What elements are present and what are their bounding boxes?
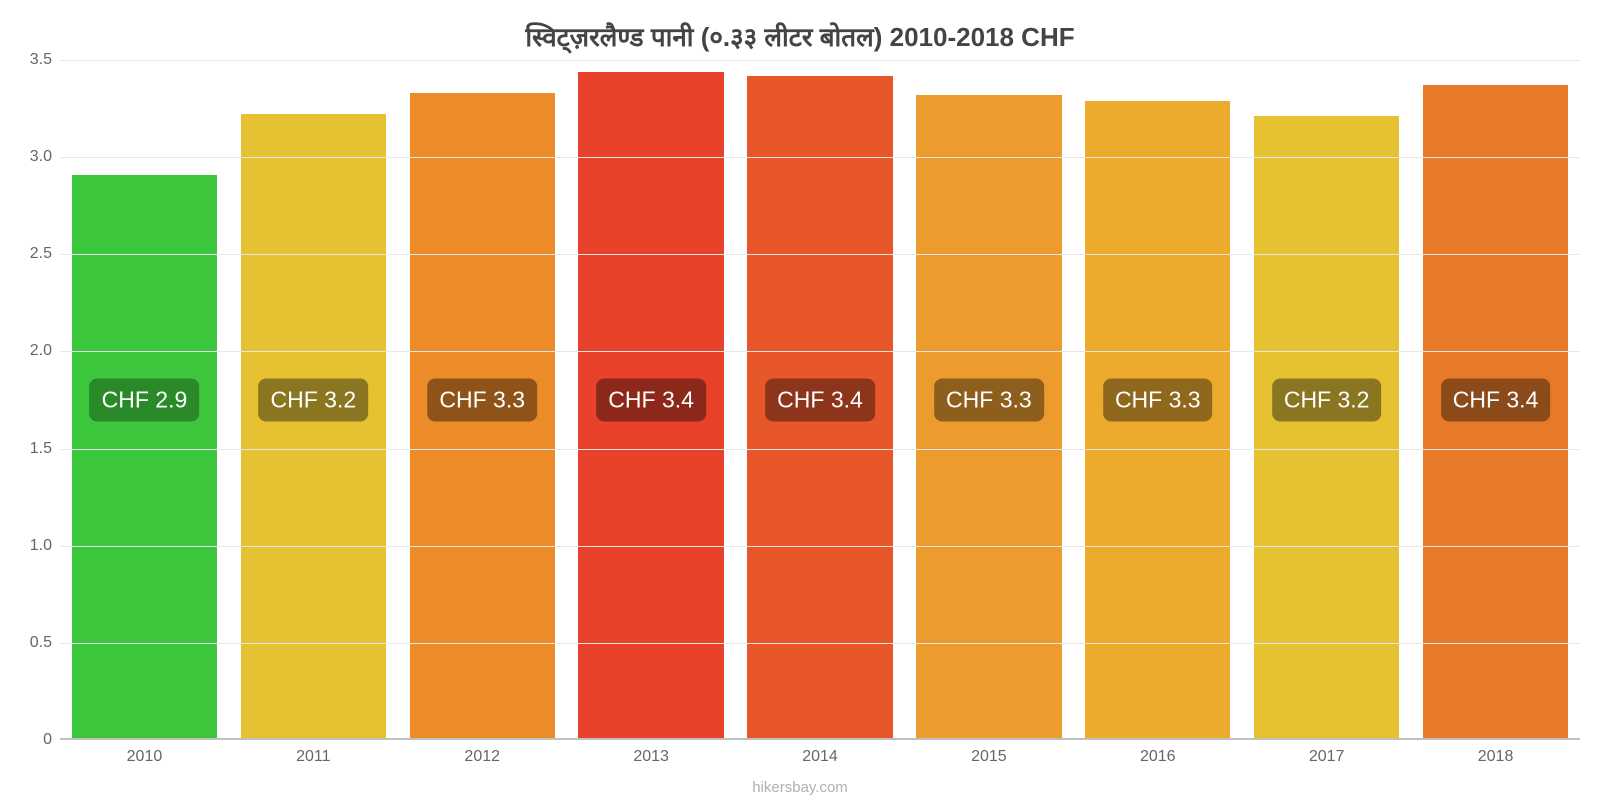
y-tick-label: 3.0	[30, 148, 52, 166]
x-tick-label: 2018	[1478, 748, 1514, 766]
bar[interactable]	[72, 175, 217, 740]
bar-value-label: CHF 2.9	[90, 379, 200, 422]
y-tick-label: 2.0	[30, 342, 52, 360]
bar[interactable]	[241, 114, 386, 740]
bar-value-label: CHF 3.3	[1103, 379, 1213, 422]
y-tick-label: 1.0	[30, 537, 52, 555]
y-tick-label: 0	[43, 731, 52, 749]
bar-value-label: CHF 3.4	[1441, 379, 1551, 422]
bar-value-label: CHF 3.2	[1272, 379, 1382, 422]
bar-value-label: CHF 3.3	[934, 379, 1044, 422]
bar[interactable]	[1254, 116, 1399, 740]
x-axis-baseline	[60, 738, 1580, 740]
x-tick-label: 2011	[296, 748, 330, 766]
bar-value-label: CHF 3.2	[259, 379, 369, 422]
bar-chart: स्विट्ज़रलैण्ड पानी (०.३३ लीटर बोतल) 201…	[0, 0, 1600, 800]
gridline	[60, 254, 1580, 255]
x-tick-label: 2010	[127, 748, 163, 766]
y-tick-label: 0.5	[30, 634, 52, 652]
bar-value-label: CHF 3.3	[427, 379, 537, 422]
gridline	[60, 546, 1580, 547]
x-tick-label: 2016	[1140, 748, 1176, 766]
bars-group: CHF 2.9 CHF 3.2 CHF 3.3 CHF 3.4 CHF 3.4 CHF 3…	[60, 60, 1580, 740]
y-tick-label: 3.5	[30, 51, 52, 69]
y-tick-label: 1.5	[30, 440, 52, 458]
chart-title: स्विट्ज़रलैण्ड पानी (०.३३ लीटर बोतल) 201…	[0, 0, 1600, 54]
gridline	[60, 60, 1580, 61]
gridline	[60, 643, 1580, 644]
x-tick-label: 2014	[802, 748, 838, 766]
gridline	[60, 157, 1580, 158]
gridline	[60, 351, 1580, 352]
x-tick-label: 2015	[971, 748, 1007, 766]
bar-value-label: CHF 3.4	[765, 379, 875, 422]
plot-area: CHF 2.9 CHF 3.2 CHF 3.3 CHF 3.4 CHF 3.4 CHF 3…	[60, 60, 1580, 740]
gridline	[60, 449, 1580, 450]
x-tick-label: 2017	[1309, 748, 1345, 766]
watermark: hikersbay.com	[752, 779, 848, 796]
bar-value-label: CHF 3.4	[596, 379, 706, 422]
y-tick-label: 2.5	[30, 245, 52, 263]
x-tick-label: 2012	[464, 748, 500, 766]
x-tick-label: 2013	[633, 748, 669, 766]
